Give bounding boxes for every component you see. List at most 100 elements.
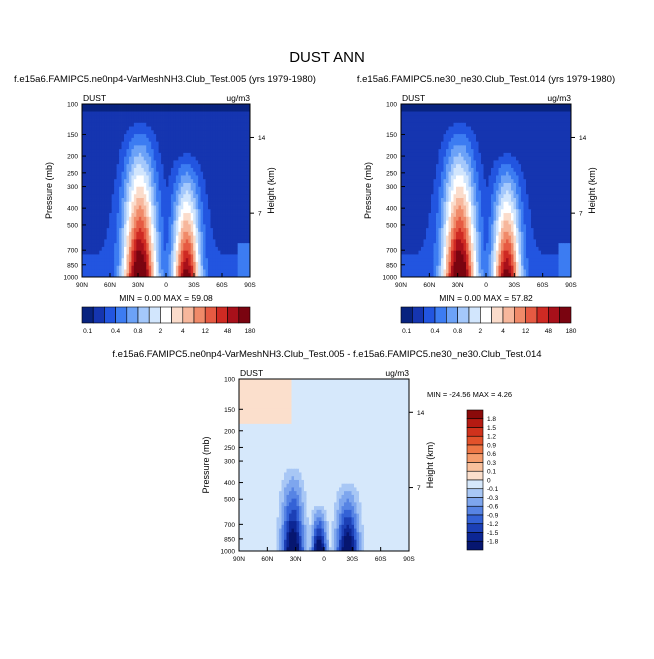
contour-cell [183,157,186,161]
contour-cell [218,142,221,146]
contour-cell [559,142,562,146]
contour-cell [92,157,95,161]
contour-cell [119,168,122,172]
contour-cell [240,247,243,251]
contour-cell [92,206,95,210]
colorbar-swatch [239,307,250,323]
contour-cell [84,206,87,210]
contour-cell [92,243,95,247]
contour-cell [218,221,221,225]
contour-cell [464,138,467,142]
contour-cell [504,119,507,123]
contour-cell [436,172,439,176]
contour-cell [124,164,127,168]
contour-cell [228,247,231,251]
contour-cell [171,157,174,161]
contour-cell [534,168,537,172]
contour-cell [509,191,512,195]
contour-cell [176,236,179,240]
contour-cell [104,194,107,198]
contour-cell [491,153,494,157]
contour-cell [144,168,147,172]
contour-cell [461,142,464,146]
contour-cell [213,142,216,146]
contour-cell [409,112,412,116]
contour-cell [213,130,216,134]
contour-cell [129,164,132,168]
contour-cell [151,228,154,232]
contour-cell [136,130,139,134]
contour-cell [161,108,164,112]
contour-cell [469,112,472,116]
contour-cell [166,217,169,221]
contour-cell [238,202,241,206]
contour-cell [434,145,437,149]
contour-cell [173,202,176,206]
contour-cell [456,112,459,116]
contour-cell [471,183,474,187]
contour-cell [235,164,238,168]
contour-cell [134,243,137,247]
contour-cell [201,157,204,161]
contour-cell [89,179,92,183]
contour-cell [87,175,90,179]
contour-cell [176,112,179,116]
contour-cell [466,138,469,142]
contour-cell [191,209,194,213]
contour-cell [564,127,567,131]
contour-cell [506,134,509,138]
contour-cell [188,202,191,206]
contour-cell [193,254,196,258]
contour-cell [193,236,196,240]
contour-cell [213,149,216,153]
contour-cell [129,191,132,195]
contour-cell [114,202,117,206]
contour-cell [112,224,115,228]
contour-cell [551,127,554,131]
contour-cell [89,123,92,127]
contour-cell [406,172,409,176]
contour-cell [92,164,95,168]
contour-cell [97,194,100,198]
contour-cell [524,187,527,191]
contour-cell [109,191,112,195]
contour-cell [566,104,569,108]
contour-cell [235,123,238,127]
contour-cell [559,168,562,172]
contour-cell [441,168,444,172]
contour-cell [119,217,122,221]
contour-cell [496,123,499,127]
contour-cell [134,115,137,119]
contour-cell [124,239,127,243]
contour-cell [546,175,549,179]
contour-cell [556,104,559,108]
contour-cell [240,202,243,206]
contour-cell [243,251,246,255]
contour-cell [186,153,189,157]
contour-cell [149,172,152,176]
contour-cell [238,104,241,108]
contour-cell [529,134,532,138]
contour-cell [134,232,137,236]
contour-cell [164,209,167,213]
contour-cell [404,145,407,149]
contour-cell [196,258,199,262]
contour-cell [112,108,115,112]
contour-cell [107,112,110,116]
contour-cell [102,183,105,187]
contour-cell [154,153,157,157]
contour-cell [122,115,125,119]
contour-cell [519,104,522,108]
contour-cell [131,123,134,127]
contour-cell [238,179,241,183]
contour-cell [124,213,127,217]
contour-cell [514,183,517,187]
contour-cell [225,266,228,270]
contour-cell [84,138,87,142]
contour-cell [444,198,447,202]
contour-cell [161,160,164,164]
contour-cell [210,112,213,116]
contour-cell [124,254,127,258]
contour-cell [561,145,564,149]
contour-cell [564,175,567,179]
